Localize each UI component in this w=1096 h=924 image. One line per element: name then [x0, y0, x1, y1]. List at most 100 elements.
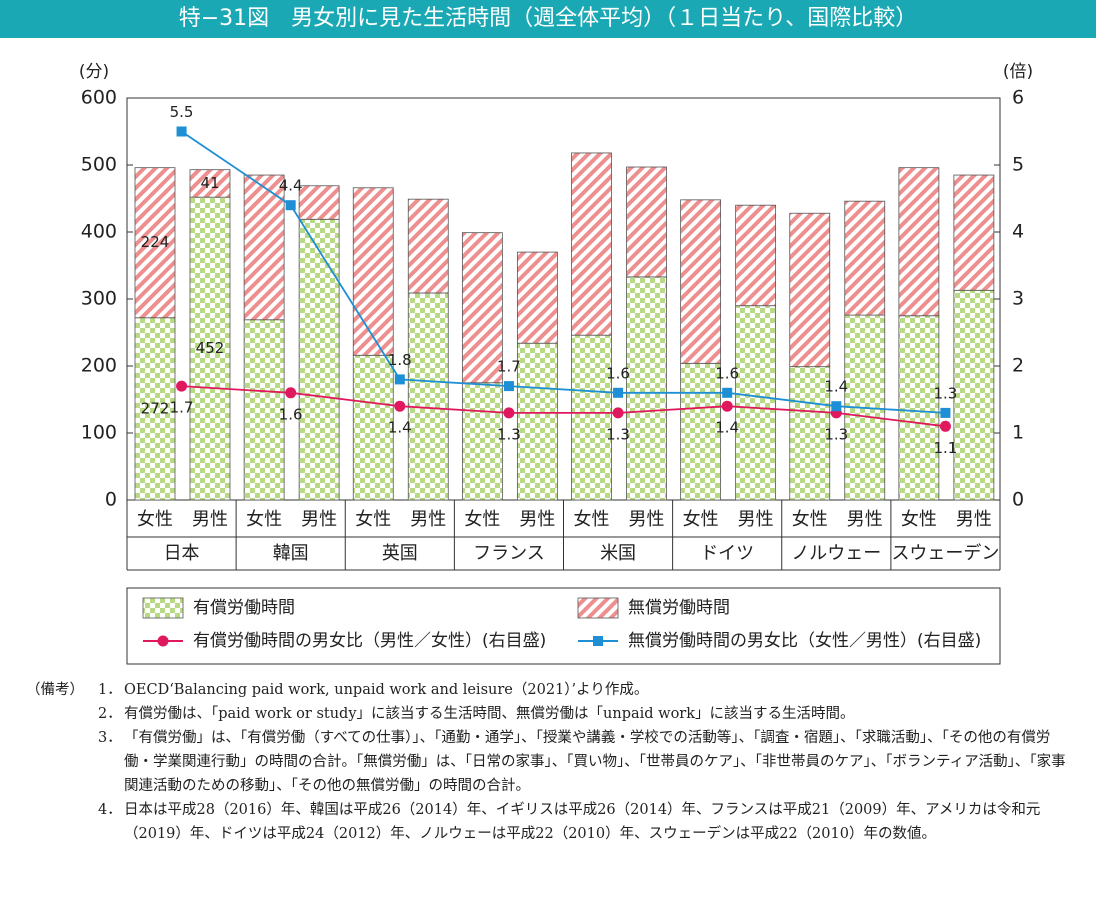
group-label: 米国	[600, 543, 636, 564]
line-value-label: 1.3	[606, 425, 630, 443]
bar-segment	[298, 185, 340, 220]
line-point	[176, 126, 187, 137]
line-value-label: 1.3	[934, 384, 958, 402]
x-tick-label: 男性	[629, 509, 665, 530]
bar-segment	[243, 174, 285, 321]
x-tick-label: 女性	[792, 509, 828, 530]
y2-tick-label: 5	[1012, 154, 1024, 176]
bar-segment	[735, 305, 777, 501]
group-label: 英国	[382, 543, 418, 564]
x-tick-label: 女性	[246, 509, 282, 530]
x-tick-label: 男性	[738, 509, 774, 530]
bar-segment	[516, 342, 558, 501]
bar-segment	[461, 232, 503, 384]
line-point	[394, 400, 406, 412]
bar-segment	[407, 198, 449, 294]
chart: (分) (倍) 0 100 200 300 400 500 600 0 1 2 3 4 5 6 日本 韓国 英国…	[79, 62, 1033, 665]
bar-value-label: 41	[200, 174, 219, 192]
title: 特−31図 男女別に見た生活時間（週全体平均）（１日当たり、国際比較）	[0, 0, 1096, 38]
bar-segment	[789, 212, 831, 368]
y-tick-label: 500	[81, 154, 117, 176]
x-tick-label: 女性	[901, 509, 937, 530]
line-value-label: 1.4	[388, 419, 412, 437]
group-label: ノルウェー	[791, 543, 881, 564]
bar-value-label: 224	[141, 233, 170, 251]
legend-frame	[126, 587, 1001, 665]
line-value-label: 1.7	[170, 399, 194, 417]
line-point	[722, 387, 733, 398]
note-row: 2． 有償労働は、「paid work or study」に該当する生活時間、無償…	[26, 702, 1076, 726]
note-row: 4． 日本は平成28（2016）年、韓国は平成26（2014）年、イギリスは平成2…	[26, 798, 1076, 846]
bar-segment	[680, 199, 722, 364]
x-tick-label: 男性	[519, 509, 555, 530]
y2-tick-label: 3	[1012, 288, 1024, 310]
y2-tick-label: 1	[1012, 422, 1024, 444]
x-tick-label: 女性	[683, 509, 719, 530]
bar-value-label: 272	[141, 399, 170, 417]
note-label	[26, 702, 98, 726]
bar-segment	[735, 204, 777, 307]
legend-label: 無償労働時間	[628, 598, 730, 618]
line-value-label: 1.4	[715, 419, 739, 437]
line-point	[939, 420, 951, 432]
x-tick-label: 男性	[192, 509, 228, 530]
notes: （備考） 1． OECD‘Balancing paid work, unpaid w…	[26, 678, 1076, 846]
x-tick-label: 女性	[355, 509, 391, 530]
group-label: 日本	[164, 543, 200, 564]
note-number: 3．	[98, 730, 122, 746]
y2-tick-label: 0	[1012, 489, 1024, 511]
group-label: フランス	[473, 543, 545, 564]
bar-segment	[298, 218, 340, 501]
line-value-label: 5.5	[170, 103, 194, 121]
line-value-label: 1.3	[497, 425, 521, 443]
note-text: 日本は平成28（2016）年、韓国は平成26（2014）年、イギリスは平成26（…	[124, 802, 1041, 842]
line-value-label: 1.8	[388, 351, 412, 369]
bar-segment	[898, 315, 940, 501]
bar-segment	[516, 251, 558, 344]
y2-tick-label: 4	[1012, 221, 1024, 243]
line	[181, 385, 946, 428]
legend-label: 有償労働時間	[193, 598, 295, 618]
x-tick-label: 男性	[301, 509, 337, 530]
group-label: ドイツ	[700, 543, 754, 564]
bar-segment	[352, 187, 394, 356]
group-label: スウェーデン	[891, 543, 999, 564]
x-tick-label: 女性	[137, 509, 173, 530]
line-point	[176, 380, 188, 392]
bar-segment	[898, 167, 940, 317]
bar-value-label: 452	[196, 339, 225, 357]
y2-tick-label: 2	[1012, 355, 1024, 377]
bar-segment	[626, 166, 667, 278]
line-point	[612, 407, 624, 419]
bar-segment	[571, 334, 612, 501]
line-point	[613, 387, 624, 398]
legend-swatch	[142, 597, 184, 619]
line-value-label: 1.6	[279, 405, 303, 423]
note-label	[26, 798, 98, 846]
bar-segment	[407, 292, 449, 501]
line-point	[940, 407, 951, 418]
note-number: 4．	[98, 802, 122, 818]
bar-segment	[189, 169, 231, 198]
y-tick-label: 600	[81, 87, 117, 109]
y-tick-label: 0	[105, 489, 117, 511]
legend-label: 有償労働時間の男女比（男性／女性）(右目盛)	[193, 631, 546, 651]
group-label: 韓国	[273, 543, 309, 564]
y-tick-label: 100	[81, 422, 117, 444]
line-point	[503, 407, 515, 419]
x-tick-label: 女性	[464, 509, 500, 530]
line-value-label: 1.7	[497, 358, 521, 376]
y-tick-label: 200	[81, 355, 117, 377]
note-text: 「有償労働」は、「有償労働（すべての仕事）」、「通勤・通学」、「授業や講義・学校…	[124, 730, 1066, 794]
line-point	[503, 381, 514, 392]
legend-label: 無償労働時間の男女比（女性／男性）(右目盛)	[628, 631, 981, 651]
x-tick-label: 男性	[410, 509, 446, 530]
bar-segment	[134, 167, 176, 319]
legend-marker	[593, 636, 603, 646]
y2-axis-label: (倍)	[1003, 62, 1033, 82]
line	[181, 130, 946, 414]
line-point	[285, 387, 297, 399]
line-point	[721, 400, 733, 412]
legend-swatch	[577, 597, 619, 619]
bar-segment	[243, 319, 285, 501]
